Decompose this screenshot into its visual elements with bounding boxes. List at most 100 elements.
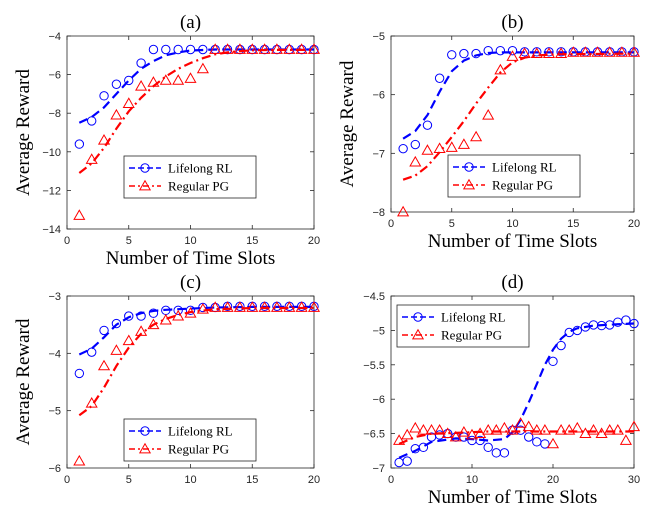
data-point-regular-pg (506, 50, 519, 61)
data-point-lifelong-rl (621, 315, 631, 325)
legend-label: Regular PG (168, 442, 229, 457)
x-tick-label: 15 (567, 218, 579, 230)
data-point-lifelong-rl (540, 439, 550, 449)
legend-marker (413, 312, 423, 322)
x-tick-label: 10 (506, 218, 518, 230)
data-point-lifelong-rl (556, 340, 566, 351)
legend-label: Lifelong RL (441, 310, 506, 325)
data-point-regular-pg (233, 43, 246, 54)
data-point-lifelong-rl (74, 139, 85, 149)
legend-box (123, 418, 257, 462)
data-point-regular-pg (603, 423, 616, 435)
x-axis-label: Number of Time Slots (106, 248, 275, 269)
data-point-regular-pg (555, 423, 568, 435)
data-point-lifelong-rl (185, 44, 196, 55)
y-axis-label: Average Reward (13, 69, 34, 196)
data-point-regular-pg (307, 301, 321, 312)
data-point-lifelong-rl (483, 442, 493, 453)
data-point-regular-pg (611, 423, 624, 435)
data-point-regular-pg (307, 43, 321, 54)
x-tick-label: 15 (246, 235, 258, 247)
legend-box (123, 155, 257, 199)
series-lifelong-rl-fit-line (78, 48, 314, 124)
legend-marker (140, 426, 150, 436)
data-point-lifelong-rl (173, 44, 183, 55)
data-point-lifelong-rl (483, 45, 493, 56)
data-point-regular-pg (409, 155, 422, 167)
data-point-regular-pg (522, 420, 535, 432)
data-point-regular-pg (147, 76, 160, 87)
data-point-regular-pg (283, 43, 296, 54)
x-tick-label: 5 (449, 218, 455, 230)
data-point-regular-pg (490, 423, 503, 435)
data-point-regular-pg (73, 209, 86, 220)
data-point-regular-pg (457, 138, 470, 149)
data-point-regular-pg (506, 423, 519, 435)
legend-marker (464, 162, 474, 172)
data-point-regular-pg (159, 313, 172, 325)
legend: Lifelong RL Regular PG (447, 154, 581, 198)
data-point-lifelong-rl (572, 325, 582, 336)
data-point-regular-pg (159, 74, 172, 85)
data-point-regular-pg (401, 428, 414, 440)
data-point-regular-pg (555, 47, 568, 58)
legend-label: Lifelong RL (168, 161, 233, 176)
legend: Lifelong RL Regular PG (123, 418, 257, 462)
legend: Lifelong RL Regular PG (123, 155, 257, 199)
data-point-regular-pg (571, 421, 584, 433)
legend-label: Lifelong RL (168, 424, 233, 439)
x-axis-label: Number of Time Slots (428, 231, 597, 252)
data-point-lifelong-rl (524, 432, 534, 442)
x-tick-label: 20 (547, 474, 559, 486)
x-tick-label: 30 (628, 474, 640, 486)
data-point-regular-pg (246, 43, 259, 54)
data-point-regular-pg (445, 141, 458, 152)
x-tick-label: 0 (64, 474, 70, 486)
data-point-lifelong-rl (74, 368, 85, 379)
legend: Lifelong RL Regular PG (396, 304, 530, 348)
data-point-regular-pg (627, 46, 641, 57)
data-point-regular-pg (615, 46, 628, 57)
data-point-regular-pg (246, 301, 259, 312)
data-point-regular-pg (441, 427, 454, 438)
data-point-lifelong-rl (124, 311, 134, 321)
data-point-lifelong-rl (198, 44, 208, 55)
legend-label: Regular PG (492, 178, 553, 193)
y-tick-label: −6 (372, 394, 385, 406)
data-point-regular-pg (474, 427, 487, 438)
x-tick-label: 0 (388, 218, 394, 230)
y-tick-label: −12 (42, 185, 61, 197)
data-point-regular-pg (494, 63, 507, 75)
series-regular-pg-fit-line (78, 306, 314, 417)
series-regular-pg-fit-line (398, 430, 634, 445)
data-point-regular-pg (110, 108, 123, 120)
data-point-regular-pg (482, 108, 495, 120)
legend-marker (138, 179, 152, 191)
data-point-lifelong-rl (161, 44, 171, 55)
data-point-regular-pg (397, 205, 410, 217)
data-point-regular-pg (258, 43, 271, 54)
data-point-regular-pg (530, 423, 543, 435)
data-point-regular-pg (184, 306, 197, 318)
data-point-regular-pg (393, 434, 406, 445)
data-point-lifelong-rl (629, 318, 639, 329)
data-point-lifelong-rl (185, 305, 196, 316)
y-tick-label: −6.5 (363, 429, 385, 441)
data-point-lifelong-rl (499, 448, 510, 458)
y-tick-label: −4.5 (363, 291, 385, 303)
data-point-regular-pg (567, 46, 580, 57)
data-point-lifelong-rl (148, 44, 159, 55)
data-point-lifelong-rl (148, 308, 159, 318)
data-point-regular-pg (587, 423, 600, 435)
data-point-lifelong-rl (173, 305, 183, 316)
data-point-regular-pg (184, 72, 197, 83)
data-point-regular-pg (514, 417, 527, 428)
y-tick-label: −5 (372, 31, 385, 43)
data-point-regular-pg (579, 46, 592, 57)
data-point-lifelong-rl (475, 435, 485, 446)
y-axis-label: Average Reward (337, 60, 358, 187)
data-point-regular-pg (563, 423, 576, 435)
data-point-regular-pg (421, 144, 434, 155)
data-point-regular-pg (196, 302, 209, 314)
data-point-regular-pg (457, 425, 470, 437)
